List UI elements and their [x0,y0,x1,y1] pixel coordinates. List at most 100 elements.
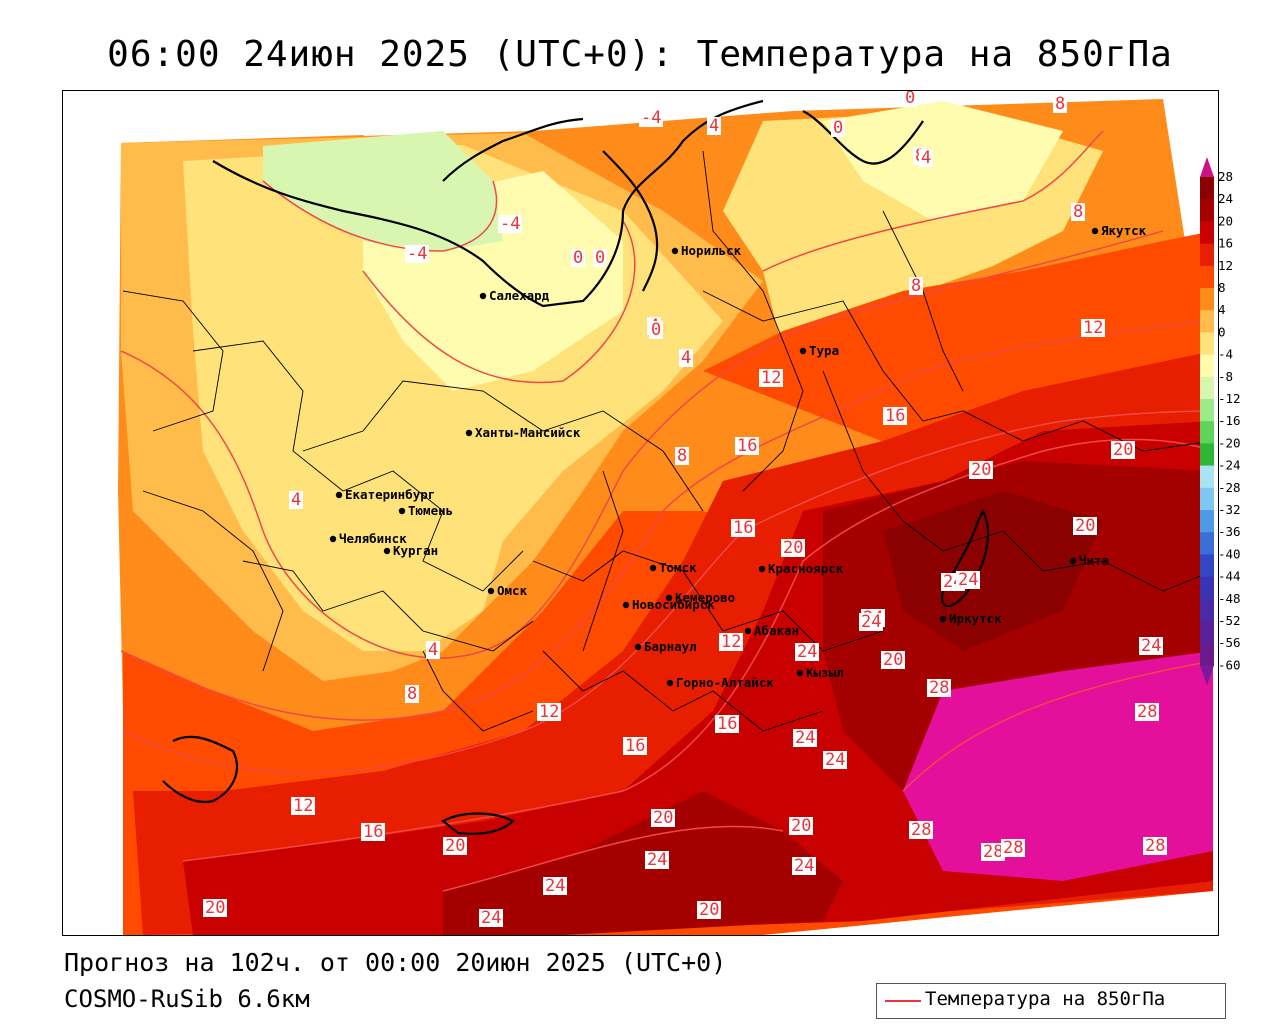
isotherm-label: 28 [1145,836,1165,856]
isotherm-line [762,130,1104,272]
isotherm-label: 28 [929,678,949,698]
isotherm-label: 24 [647,850,667,870]
isotherm-line [902,660,1214,792]
isotherm-label: 12 [539,702,559,722]
city-label: Горно-Алтайск [676,675,774,690]
isotherm-label-bg [759,369,783,387]
colorbar-tick-label: -60 [1218,657,1241,672]
admin-boundaries [122,150,1214,732]
boundary-line [142,490,284,672]
boundary-line [822,370,1214,592]
temperature-map[interactable]: Норильск Якутск Салехард Тура Ханты-Мансийск… [62,90,1219,936]
isotherm-label-bg [1001,839,1025,857]
isotherm-label: 24 [481,908,501,928]
isotherm-label-bg [289,491,303,509]
colorbar-tick-label: 16 [1218,236,1233,251]
city-dot [1069,557,1077,565]
isotherm-label-bg [1143,837,1167,855]
lake-baikal [940,508,990,608]
isotherm-label: 20 [1075,516,1095,536]
colorbar-segment [1200,465,1214,489]
city-label: Салехард [489,288,550,303]
colorbar-segment [1200,643,1214,666]
colorbar-tick-label: -40 [1218,546,1241,561]
city-label: Чита [1079,553,1109,568]
colorbar-tick-label: -32 [1218,502,1241,517]
isotherm-label: 16 [885,406,905,426]
city-label: Тура [809,343,839,358]
isotherm-label: 20 [883,650,903,670]
isotherm-labels: 08-4048-4004-448081241216168202041620424… [203,91,1167,928]
isotherm-label-bg [405,685,419,703]
colorbar-bottom-arrow [1200,665,1214,685]
isotherm-label-bg [981,843,1005,861]
isotherm-label-bg [1071,203,1085,221]
boundary-line [702,290,1214,452]
colorbar-segment [1200,598,1214,622]
isotherm-label-bg [593,249,607,267]
isotherm-label-bg [881,651,905,669]
colorbar-tick-label: -28 [1218,480,1241,495]
city-dot [465,429,473,437]
caspian-coast [162,735,238,804]
temperature-colorbar: 28 24 20 16 12 8 4 0 -4 -8 -12 -16 -20 -24 -28 -32 -36 -4… [1200,157,1241,685]
isotherm-label: 8 [1055,94,1065,114]
city-dot [799,347,807,355]
isotherm-label-bg [571,249,585,267]
city-label: Якутск [1101,223,1147,238]
city-markers: Норильск Якутск Салехард Тура Ханты-Мансийск… [329,223,1147,690]
city-label: Тюмень [408,503,453,518]
city-dot [634,643,642,651]
colorbar-segment [1200,443,1214,467]
isotherm-label: 20 [1113,440,1133,460]
isotherm-label-bg [291,797,315,815]
isotherm-label: 20 [445,836,465,856]
colorbar-tick-label: -12 [1218,391,1241,406]
isotherm-lines [120,130,1214,892]
isotherm-label: 4 [921,148,931,168]
isotherm-label: 24 [825,750,845,770]
isotherm-label: 20 [653,808,673,828]
isotherm-label: 8 [1073,202,1083,222]
isotherm-label: 16 [737,436,757,456]
isotherm-label-bg [639,109,663,127]
isotherm-label: 20 [783,538,803,558]
isotherm-label-bg [498,215,522,233]
colorbar-segment [1200,576,1214,600]
isotherm-label-bg [651,809,675,827]
isotherm-label: 24 [958,570,978,590]
isotherm-label-bg [707,117,721,135]
city-label: Кызыл [806,665,844,680]
isotherm-label-bg [793,729,817,747]
colorbar-segment [1200,621,1214,644]
isotherm-line [442,825,784,892]
colorbar-tick-label: -16 [1218,413,1241,428]
isotherm-label: 20 [971,460,991,480]
city-dot [335,491,343,499]
isotherm-label-bg [1081,319,1105,337]
city-label: Челябинск [339,531,407,546]
isotherm-label: -4 [641,108,661,128]
colorbar-tick-label: -24 [1218,458,1241,473]
isotherm-label: 0 [595,248,605,268]
colorbar-tick-label: 8 [1218,280,1226,295]
isotherm-label: -4 [500,214,520,234]
colorbar-tick-label: -8 [1218,369,1233,384]
city-dot [666,679,674,687]
isotherm-label: 24 [794,856,814,876]
colorbar-tick-label: -36 [1218,524,1241,539]
band-28-plus [883,491,1103,651]
isotherm-label: 24 [795,728,815,748]
isotherm-label: 0 [833,118,843,138]
isotherm-label: 20 [699,900,719,920]
isotherm-label-bg [927,679,951,697]
city-label: Красноярск [768,561,844,576]
isotherm-label-bg [831,119,845,137]
isotherm-line [182,438,1214,862]
city-dot [1091,227,1099,235]
isotherm-label-bg [543,877,567,895]
isotherm-label-bg [623,737,647,755]
isotherm-label: 20 [205,898,225,918]
isotherm-label-bg [792,857,816,875]
coastlines [162,99,990,835]
